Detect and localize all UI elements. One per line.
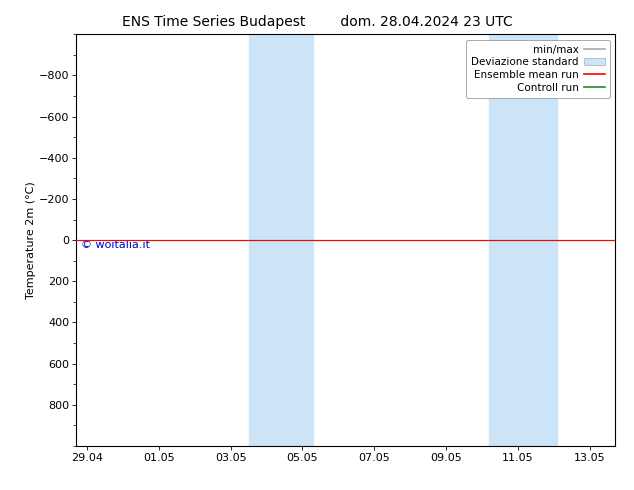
Text: © woitalia.it: © woitalia.it bbox=[81, 240, 150, 250]
Bar bbox=[489, 34, 557, 446]
Legend: min/max, Deviazione standard, Ensemble mean run, Controll run: min/max, Deviazione standard, Ensemble m… bbox=[466, 40, 610, 98]
Y-axis label: Temperature 2m (°C): Temperature 2m (°C) bbox=[26, 181, 36, 299]
Text: ENS Time Series Budapest        dom. 28.04.2024 23 UTC: ENS Time Series Budapest dom. 28.04.2024… bbox=[122, 15, 512, 29]
Bar bbox=[249, 34, 313, 446]
